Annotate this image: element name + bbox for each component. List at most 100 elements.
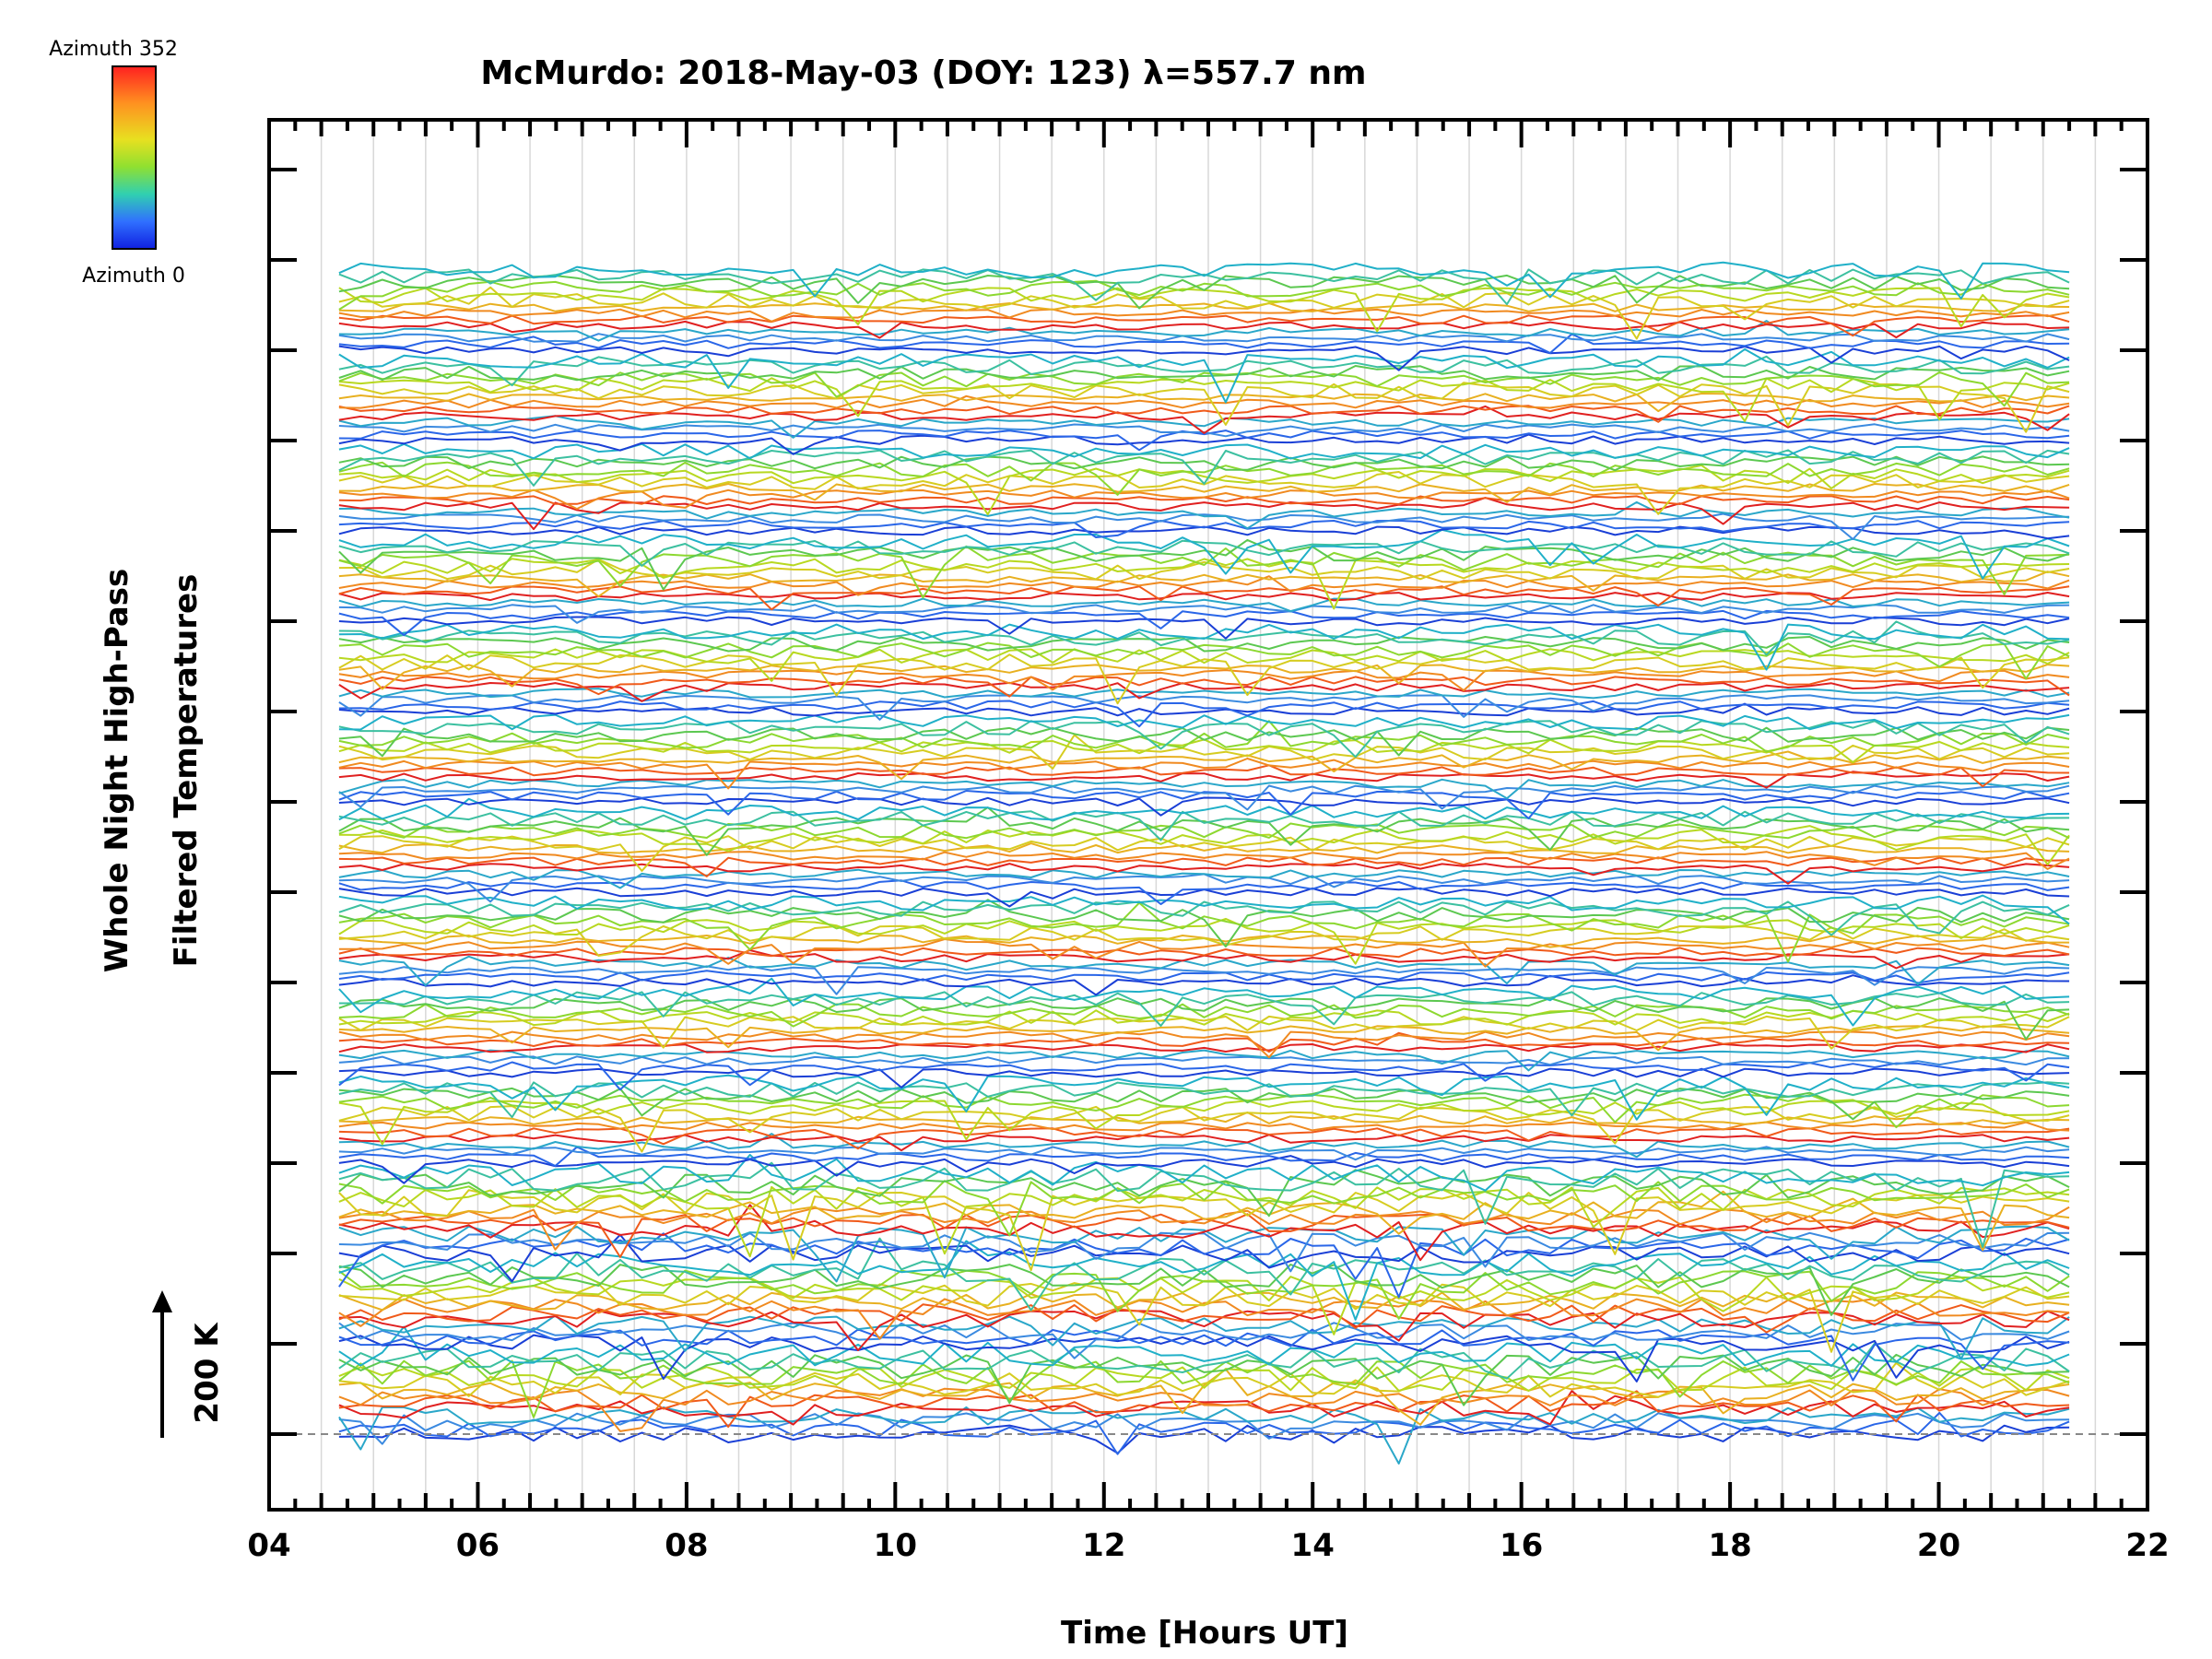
temperature-trace bbox=[338, 1015, 2070, 1050]
temperature-trace bbox=[338, 500, 2070, 530]
temperature-trace bbox=[338, 274, 2070, 310]
temperature-trace bbox=[338, 1030, 2070, 1059]
x-tick-label: 14 bbox=[1291, 1527, 1335, 1564]
temperature-trace bbox=[338, 1190, 2070, 1252]
temperature-trace bbox=[338, 965, 2070, 995]
temperature-trace bbox=[338, 1169, 2070, 1218]
temperature-trace bbox=[338, 597, 2070, 613]
temperature-trace bbox=[338, 302, 2070, 312]
temperature-trace bbox=[338, 778, 2070, 800]
temperature-trace bbox=[338, 525, 2070, 540]
y-axis-label-line1: Whole Night High-Pass bbox=[99, 569, 135, 973]
x-tick-label: 16 bbox=[1500, 1527, 1543, 1564]
temperature-trace bbox=[338, 970, 2070, 984]
temperature-trace bbox=[338, 901, 2070, 963]
temperature-trace bbox=[338, 1390, 2070, 1429]
temperature-trace bbox=[338, 497, 2070, 531]
temperature-trace bbox=[338, 720, 2070, 759]
temperature-trace bbox=[338, 1185, 2070, 1258]
temperature-trace bbox=[338, 528, 2070, 580]
colorbar: Azimuth 352 Azimuth 0 bbox=[49, 38, 185, 288]
temperature-trace bbox=[338, 1368, 2070, 1426]
temperature-trace bbox=[338, 333, 2070, 354]
temperature-trace bbox=[338, 764, 2070, 788]
temperature-trace bbox=[338, 1387, 2070, 1432]
temperature-trace bbox=[338, 1009, 2070, 1027]
temperature-trace bbox=[338, 1155, 2070, 1184]
temperature-trace bbox=[338, 1303, 2070, 1334]
temperature-trace bbox=[338, 1003, 2070, 1028]
temperature-trace bbox=[338, 355, 2070, 387]
temperature-trace bbox=[338, 771, 2070, 789]
temperature-trace bbox=[338, 1309, 2070, 1351]
temperature-trace bbox=[338, 1237, 2070, 1312]
temperature-trace bbox=[338, 558, 2070, 581]
temperature-trace bbox=[338, 519, 2070, 538]
temperature-trace bbox=[338, 1134, 2070, 1152]
temperature-trace bbox=[338, 1359, 2070, 1418]
temperature-trace bbox=[338, 1067, 2070, 1088]
temperature-trace bbox=[338, 1406, 2070, 1465]
temperature-trace bbox=[338, 347, 2070, 404]
temperature-trace bbox=[338, 405, 2070, 434]
temperature-trace bbox=[338, 1328, 2070, 1382]
temperature-trace bbox=[338, 676, 2070, 698]
temperature-trace bbox=[338, 1112, 2070, 1125]
temperature-trace bbox=[338, 1390, 2070, 1426]
temperature-trace bbox=[338, 1049, 2070, 1072]
x-tick-label: 20 bbox=[1917, 1527, 1960, 1564]
temperature-trace bbox=[338, 1127, 2070, 1150]
x-axis-label: Time [Hours UT] bbox=[1061, 1615, 1348, 1652]
temperature-trace bbox=[338, 1161, 2070, 1249]
temperature-trace bbox=[338, 393, 2070, 413]
x-tick-label: 18 bbox=[1708, 1527, 1751, 1564]
temperature-trace bbox=[338, 790, 2070, 819]
temperature-trace bbox=[338, 575, 2070, 596]
temperature-trace bbox=[338, 268, 2070, 306]
temperature-trace bbox=[338, 784, 2070, 811]
temperature-trace bbox=[338, 377, 2070, 422]
temperature-trace bbox=[338, 320, 2070, 339]
temperature-trace bbox=[338, 1314, 2070, 1360]
temperature-trace bbox=[338, 1334, 2070, 1382]
scale-bar: 200 K bbox=[152, 1290, 226, 1438]
temperature-trace bbox=[338, 713, 2070, 731]
chart-title: McMurdo: 2018-May-03 (DOY: 123) λ=557.7 … bbox=[480, 54, 1366, 92]
temperature-trace bbox=[338, 842, 2070, 854]
x-tick-label: 12 bbox=[1082, 1527, 1125, 1564]
temperature-trace bbox=[338, 461, 2070, 496]
temperature-trace bbox=[338, 991, 2070, 1027]
temperature-trace bbox=[338, 571, 2070, 598]
temperature-trace bbox=[338, 609, 2070, 637]
temperature-trace bbox=[338, 1366, 2070, 1392]
temperature-trace bbox=[338, 320, 2070, 342]
temperature-trace bbox=[338, 1055, 2070, 1066]
x-tick-label: 10 bbox=[874, 1527, 917, 1564]
temperature-trace bbox=[338, 333, 2070, 343]
scale-bar-label: 200 K bbox=[189, 1322, 226, 1424]
temperature-trace bbox=[338, 726, 2070, 758]
temperature-trace bbox=[338, 900, 2070, 936]
temperature-trace bbox=[338, 810, 2070, 841]
scale-bar-arrowhead bbox=[152, 1290, 172, 1312]
y-axis-label-line2: Filtered Temperatures bbox=[168, 574, 205, 968]
temperature-trace bbox=[338, 1282, 2070, 1353]
temperature-trace bbox=[338, 405, 2070, 423]
x-tick-label: 08 bbox=[665, 1527, 708, 1564]
temperature-trace bbox=[338, 1061, 2070, 1091]
temperature-trace bbox=[338, 1146, 2070, 1167]
temperature-trace bbox=[338, 488, 2070, 511]
temperature-trace bbox=[338, 694, 2070, 721]
temperature-trace bbox=[338, 688, 2070, 700]
temperature-trace bbox=[338, 1154, 2070, 1192]
temperature-trace bbox=[338, 681, 2070, 702]
temperature-trace bbox=[338, 1099, 2070, 1146]
x-tick-label: 04 bbox=[247, 1527, 290, 1564]
temperature-trace bbox=[338, 512, 2070, 540]
temperature-trace bbox=[338, 1225, 2070, 1283]
temperature-trace bbox=[338, 449, 2070, 487]
temperature-trace bbox=[338, 917, 2070, 965]
temperature-trace bbox=[338, 873, 2070, 903]
temperature-trace bbox=[338, 558, 2070, 610]
temperature-trace bbox=[338, 455, 2070, 472]
